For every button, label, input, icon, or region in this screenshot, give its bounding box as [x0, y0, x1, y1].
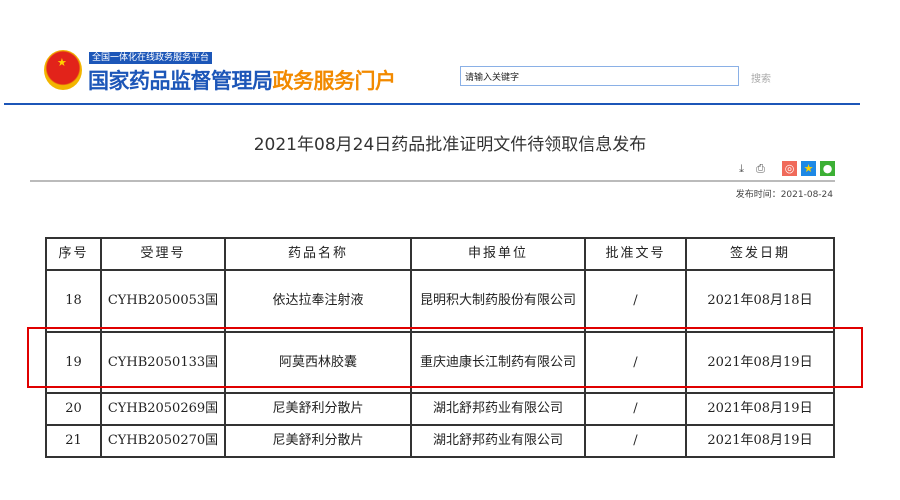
star-icon[interactable]: ★ — [801, 161, 816, 176]
cell: 重庆迪康长江制药有限公司 — [410, 331, 586, 394]
col-header: 签发日期 — [685, 237, 835, 271]
col-header: 序号 — [45, 237, 102, 271]
header-divider — [4, 103, 860, 105]
cell: 2021年08月18日 — [685, 269, 835, 333]
brand-main: 国家药品监督管理局 — [88, 69, 273, 93]
cell: 阿莫西林胶囊 — [224, 331, 412, 394]
highlight-box — [27, 327, 863, 388]
cell: 2021年08月19日 — [685, 331, 835, 394]
cell: 21 — [45, 424, 102, 458]
cell: / — [584, 424, 687, 458]
wechat-icon[interactable]: ● — [820, 161, 835, 176]
weibo-icon[interactable]: ◎ — [782, 161, 797, 176]
table-header-row: 序号 受理号 药品名称 申报单位 批准文号 签发日期 — [45, 237, 835, 271]
platform-tagline: 全国一体化在线政务服务平台 — [89, 52, 213, 64]
table-row: 21 CYHB2050270国 尼美舒利分散片 湖北舒邦药业有限公司/2021年08月… — [45, 424, 835, 458]
col-header: 批准文号 — [584, 237, 687, 271]
cell: 18 — [45, 269, 102, 333]
search-input[interactable]: 请输入关键字 — [460, 66, 739, 86]
publish-time: 发布时间：2021-08-24 — [735, 190, 833, 200]
national-emblem-logo: ★ — [44, 50, 82, 90]
cell: / — [584, 269, 687, 333]
search-button[interactable]: 搜索 — [751, 74, 771, 85]
article-toolbar: ⤓ ⎙ ◎ ★ ● — [734, 161, 835, 176]
cell: 湖北舒邦药业有限公司 — [410, 392, 586, 426]
cell: 2021年08月19日 — [685, 392, 835, 426]
cell: CYHB2050133国 — [100, 331, 226, 394]
cell: 依达拉奉注射液 — [224, 269, 412, 333]
approval-table: 序号 受理号 药品名称 申报单位 批准文号 签发日期 18 CYHB2050053… — [45, 237, 835, 458]
cell: 尼美舒利分散片 — [224, 424, 412, 458]
page-title: 2021年08月24日药品批准证明文件待领取信息发布 — [253, 135, 647, 155]
col-header: 申报单位 — [410, 237, 586, 271]
site-brand[interactable]: 国家药品监督管理局政务服务门户 — [88, 65, 396, 95]
table-row: 20 CYHB2050269国 尼美舒利分散片 湖北舒邦药业有限公司/2021年08月… — [45, 392, 835, 426]
cell: 2021年08月19日 — [685, 424, 835, 458]
cell: CYHB2050269国 — [100, 392, 226, 426]
brand-accent: 政务服务门户 — [272, 69, 397, 93]
cell: CYHB2050270国 — [100, 424, 226, 458]
title-divider — [30, 180, 835, 182]
cell: 尼美舒利分散片 — [224, 392, 412, 426]
col-header: 药品名称 — [224, 237, 412, 271]
cell: / — [584, 392, 687, 426]
table-row: 19 CYHB2050133国 阿莫西林胶囊 重庆迪康长江制药有限公司/2021年08… — [45, 331, 835, 394]
cell: / — [584, 331, 687, 394]
cell: 19 — [45, 331, 102, 394]
cell: 湖北舒邦药业有限公司 — [410, 424, 586, 458]
download-icon[interactable]: ⤓ — [739, 162, 744, 175]
table-row: 18 CYHB2050053国 依达拉奉注射液 昆明积大制药股份有限公司/2021年0… — [45, 269, 835, 333]
print-icon[interactable]: ⎙ — [756, 162, 765, 175]
cell: CYHB2050053国 — [100, 269, 226, 333]
cell: 20 — [45, 392, 102, 426]
cell: 昆明积大制药股份有限公司 — [410, 269, 586, 333]
col-header: 受理号 — [100, 237, 226, 271]
